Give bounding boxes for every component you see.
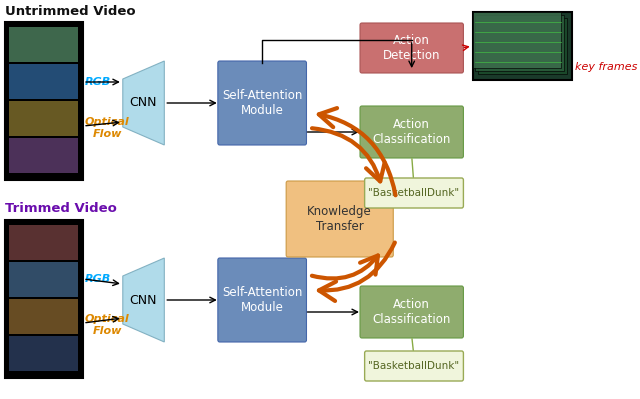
FancyBboxPatch shape bbox=[9, 262, 79, 297]
FancyBboxPatch shape bbox=[218, 258, 307, 342]
Text: "BasketballDunk": "BasketballDunk" bbox=[369, 188, 460, 198]
FancyBboxPatch shape bbox=[9, 138, 79, 173]
FancyBboxPatch shape bbox=[9, 64, 79, 99]
FancyBboxPatch shape bbox=[9, 299, 79, 334]
FancyArrowPatch shape bbox=[319, 243, 395, 301]
Text: Optical
Flow: Optical Flow bbox=[85, 314, 130, 336]
Text: Action
Detection: Action Detection bbox=[383, 34, 440, 62]
Text: key frames: key frames bbox=[575, 62, 637, 72]
Text: Action
Classification: Action Classification bbox=[372, 118, 451, 146]
FancyBboxPatch shape bbox=[9, 27, 79, 62]
Text: CNN: CNN bbox=[129, 294, 157, 306]
FancyBboxPatch shape bbox=[286, 181, 393, 257]
Text: Self-Attention
Module: Self-Attention Module bbox=[222, 286, 302, 314]
Text: Untrimmed Video: Untrimmed Video bbox=[4, 5, 135, 18]
FancyBboxPatch shape bbox=[365, 178, 463, 208]
FancyArrowPatch shape bbox=[312, 255, 378, 279]
FancyBboxPatch shape bbox=[4, 220, 83, 378]
Text: Action
Classification: Action Classification bbox=[372, 298, 451, 326]
Text: Trimmed Video: Trimmed Video bbox=[4, 202, 116, 215]
Polygon shape bbox=[123, 61, 164, 145]
FancyBboxPatch shape bbox=[360, 286, 463, 338]
FancyArrowPatch shape bbox=[312, 128, 385, 182]
FancyBboxPatch shape bbox=[478, 18, 567, 74]
FancyBboxPatch shape bbox=[360, 106, 463, 158]
Text: RGB: RGB bbox=[85, 77, 111, 87]
FancyBboxPatch shape bbox=[9, 225, 79, 260]
FancyArrowPatch shape bbox=[319, 108, 396, 195]
FancyBboxPatch shape bbox=[472, 12, 561, 68]
Polygon shape bbox=[123, 258, 164, 342]
FancyBboxPatch shape bbox=[9, 101, 79, 136]
FancyBboxPatch shape bbox=[360, 23, 463, 73]
FancyBboxPatch shape bbox=[9, 336, 79, 371]
Text: Self-Attention
Module: Self-Attention Module bbox=[222, 89, 302, 117]
FancyBboxPatch shape bbox=[4, 22, 83, 180]
FancyBboxPatch shape bbox=[476, 15, 564, 71]
Text: Knowledge
Transfer: Knowledge Transfer bbox=[307, 205, 372, 233]
FancyBboxPatch shape bbox=[365, 351, 463, 381]
FancyBboxPatch shape bbox=[218, 61, 307, 145]
Text: "BasketballDunk": "BasketballDunk" bbox=[369, 361, 460, 371]
FancyBboxPatch shape bbox=[472, 12, 572, 80]
Text: CNN: CNN bbox=[129, 97, 157, 109]
Text: RGB: RGB bbox=[85, 274, 111, 284]
Text: Optical
Flow: Optical Flow bbox=[85, 117, 130, 139]
